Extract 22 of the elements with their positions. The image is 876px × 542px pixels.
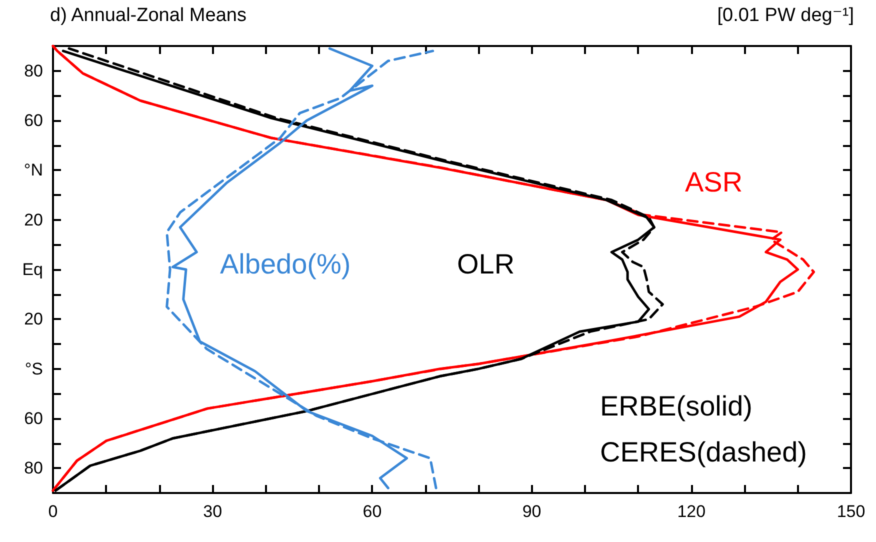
y-tick-label: 60 (24, 409, 43, 428)
x-tick-label: 0 (48, 502, 58, 521)
series-label: Albedo(%) (220, 248, 351, 280)
y-tick-label: °S (24, 359, 43, 378)
text: OLR (457, 248, 515, 280)
chart-title: d) Annual-Zonal Means (50, 5, 246, 26)
annotation: CERES(dashed) (600, 436, 807, 468)
y-tick-label: Eq (22, 260, 43, 279)
chart-subtitle: [0.01 PW deg⁻¹] (717, 5, 854, 26)
y-tick-label: 20 (24, 310, 43, 329)
x-tick-label: 30 (203, 502, 222, 521)
x-tick-label: 60 (362, 502, 382, 521)
y-tick-label: 80 (24, 61, 43, 80)
y-tick-label: °N (24, 160, 43, 180)
annotation: ERBE(solid) (600, 390, 752, 422)
y-tick-label: 80 (24, 458, 43, 478)
y-tick-label: 20 (24, 210, 43, 230)
y-tick-label: 60 (24, 111, 43, 130)
x-tick-label: 150 (836, 502, 866, 521)
series-label: ASR (685, 166, 743, 198)
x-tick-label: 120 (677, 502, 706, 521)
x-tick-label: 90 (522, 502, 542, 521)
